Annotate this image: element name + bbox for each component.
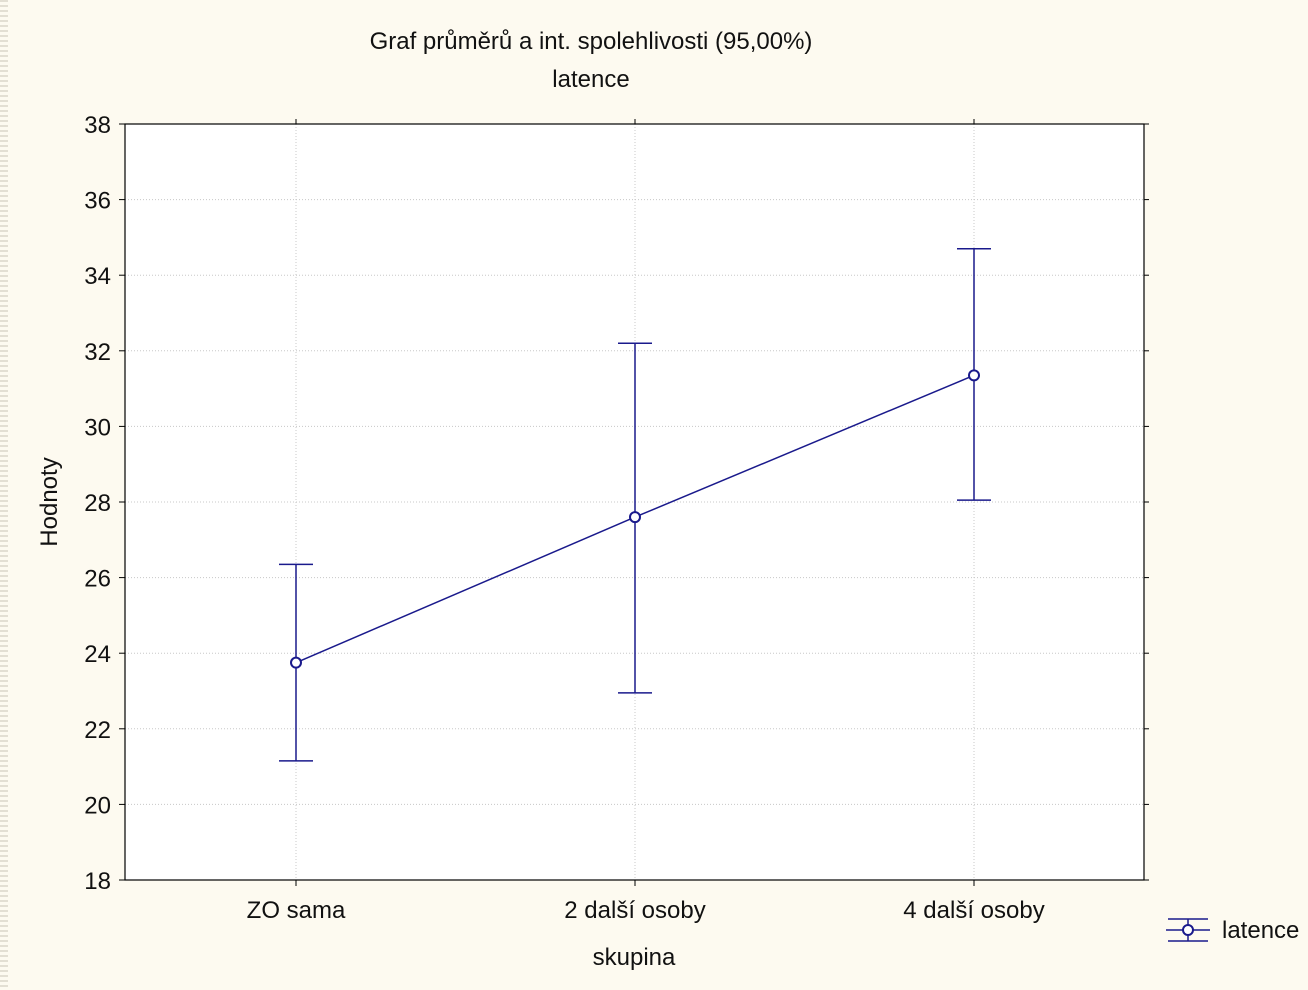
y-tick-label: 22 [84,717,111,744]
data-point [290,656,302,669]
series-line-segment [634,374,975,518]
series-layer [279,247,991,762]
series-line-segment [295,516,636,664]
data-point [968,369,980,382]
y-tick-label: 36 [84,188,111,215]
legend-label: latence [1222,917,1299,944]
y-tick-label: 34 [84,263,111,290]
chart-title: Graf průměrů a int. spolehlivosti (95,00… [370,28,813,55]
y-tick-label: 24 [84,641,111,668]
y-tick-label: 18 [84,868,111,895]
y-tick-label: 26 [84,566,111,593]
x-tick-labels: ZO sama 2 další osoby 4 další osoby [247,897,1045,924]
x-tick-label: ZO sama [247,897,346,924]
x-axis-label: skupina [593,944,676,971]
y-tick-label: 32 [84,339,111,366]
x-tick-label: 4 další osoby [903,897,1044,924]
y-tick-label: 28 [84,490,111,517]
legend: latence [1166,917,1299,944]
y-axis-label: Hodnoty [36,457,63,546]
tick-marks [119,119,1149,886]
y-tick-label: 20 [84,792,111,819]
y-tick-labels: 18 20 22 24 26 28 30 32 34 36 38 [84,112,111,895]
x-tick-label: 2 další osoby [564,897,705,924]
data-point [629,511,641,524]
chart-subtitle: latence [552,66,629,93]
legend-marker [1182,924,1194,936]
left-edge-strip [0,0,8,990]
y-tick-label: 38 [84,112,111,139]
y-tick-label: 30 [84,414,111,441]
